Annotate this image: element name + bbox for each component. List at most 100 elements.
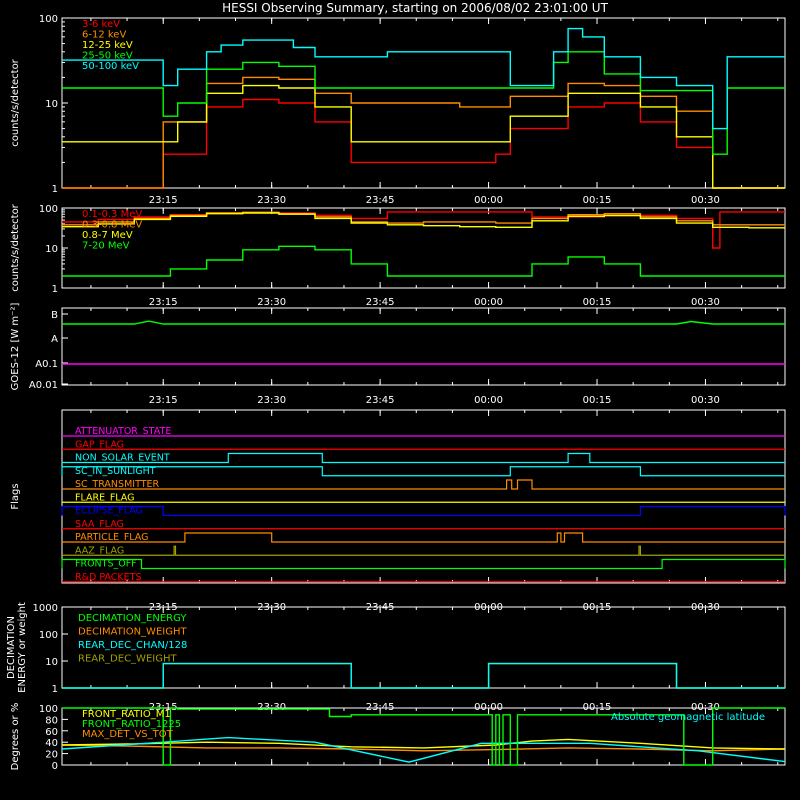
legend-entry: 12-25 keV	[82, 40, 133, 51]
y-axis-label: Flags	[10, 483, 21, 509]
x-tick-label: 23:30	[257, 395, 286, 406]
x-tick-label: 00:30	[691, 297, 720, 308]
legend-entry: FRONT_RATIO_M1	[82, 709, 171, 720]
flag-label: ECLIPSE_FLAG	[75, 506, 143, 517]
x-tick-label: 00:00	[474, 195, 503, 206]
flag-label: FLARE_FLAG	[75, 492, 135, 503]
flag-line	[62, 532, 785, 543]
legend-entry: MAX_DET_VS_TOT	[82, 729, 174, 740]
y-tick-label: 10	[45, 99, 58, 110]
goes-panel: 23:15 23:30 23:45 00:00 00:15 00:30 B A A0.1 A0.0…	[10, 303, 786, 406]
x-tick-label: 00:00	[474, 297, 503, 308]
flag-line	[61, 466, 785, 477]
flag-line	[62, 452, 785, 464]
flag-label: AAZ_FLAG	[75, 545, 124, 556]
y-tick-label: 1	[52, 284, 58, 295]
y-tick-label: 100	[39, 204, 58, 215]
legend-entry: 6-12 keV	[82, 30, 126, 41]
x-tick-label: 23:30	[257, 297, 286, 308]
flag-line	[62, 479, 785, 490]
x-tick-label: 23:15	[149, 395, 178, 406]
x-tick-label: 00:15	[583, 395, 612, 406]
y-tick-label: 0	[52, 761, 58, 772]
series-line	[62, 51, 785, 155]
annotation: Absolute geomagnetic latitude	[611, 712, 765, 723]
x-tick-label: 00:15	[583, 297, 612, 308]
y-tick-label: A0.1	[35, 359, 58, 370]
y-axis-label: GOES-12 [W m⁻²]	[10, 303, 21, 391]
series-line	[61, 744, 786, 752]
legend-entry: 0.1-0.3 MeV	[82, 209, 142, 220]
y-tick-label: 100	[39, 14, 58, 25]
y-axis-label: Degrees or %	[10, 703, 21, 771]
flag-line	[61, 505, 786, 517]
count-rate-panel-1: 23:15 23:30 23:45 00:00 00:15 00:30 1 10 100 3-6 …	[10, 14, 786, 206]
flag-label: SAA_FLAG	[75, 519, 124, 530]
x-tick-label: 23:45	[366, 195, 395, 206]
flag-label: SC_TRANSMITTER	[75, 479, 160, 490]
legend-entry: FRONT_RATIO_1225	[82, 719, 181, 730]
y-axis-label: counts/s/detector	[10, 58, 21, 146]
x-tick-label: 00:30	[691, 395, 720, 406]
x-tick-label: 00:30	[691, 195, 720, 206]
x-tick-label: 23:15	[149, 195, 178, 206]
legend-entry: REAR_DEC_CHAN/128	[78, 640, 187, 651]
y-axis-label: counts/s/detector	[10, 203, 21, 291]
panel-frame	[61, 707, 786, 766]
series-line	[62, 212, 785, 229]
flag-label: FRONTS_OFF	[75, 559, 137, 570]
flag-label: PARTICLE_FLAG	[75, 532, 148, 543]
y-tick-label: 10	[45, 657, 58, 668]
series-line	[62, 211, 785, 226]
x-tick-label: 23:45	[366, 297, 395, 308]
series-line	[62, 27, 785, 130]
y-tick-label: 1000	[33, 603, 58, 614]
legend-entry: 0.3-0.8 MeV	[82, 220, 142, 231]
legend-entry: 50-100 keV	[82, 61, 139, 72]
series-line	[61, 738, 786, 750]
y-tick-label: 100	[39, 704, 58, 715]
flag-label: ATTENUATOR_STATE	[75, 426, 171, 437]
y-axis-label: ENERGY or weight	[17, 602, 28, 693]
flag-label: R&D PACKETS	[75, 572, 142, 583]
y-tick-label: 80	[45, 715, 58, 726]
panel-frame	[61, 409, 786, 584]
series-line	[62, 76, 785, 189]
series-line	[62, 245, 785, 277]
y-tick-label: 1	[52, 184, 58, 195]
panel-frame	[61, 307, 786, 386]
y-tick-label: A0.01	[29, 380, 58, 391]
y-axis-label: DECIMATION	[6, 616, 17, 679]
legend-entry: 3-6 keV	[82, 19, 120, 30]
y-tick-label: B	[51, 310, 58, 321]
count-rate-panel-2: 23:15 23:30 23:45 00:00 00:15 00:30 1 10 100 0.1-…	[10, 203, 786, 308]
flag-label: GAP_FLAG	[75, 439, 124, 450]
flag-label: NON_SOLAR_EVENT	[75, 453, 170, 464]
flag-line	[62, 545, 785, 556]
figure-title: HESSI Observing Summary, starting on 200…	[222, 1, 608, 15]
flag-line	[61, 558, 786, 570]
series-line	[62, 707, 785, 766]
legend-entry: DECIMATION_ENERGY	[78, 613, 187, 624]
y-tick-label: 40	[45, 738, 58, 749]
legend-entry: 7-20 MeV	[82, 241, 130, 252]
flag-label: SC_IN_SUNLIGHT	[75, 466, 156, 477]
x-tick-label: 00:00	[474, 395, 503, 406]
series-line	[62, 320, 785, 325]
y-tick-label: 20	[45, 750, 58, 761]
series-line	[62, 662, 785, 689]
legend-entry: REAR_DEC_WEIGHT	[78, 654, 177, 665]
x-tick-label: 23:15	[149, 297, 178, 308]
y-tick-label: 1	[52, 684, 58, 695]
x-tick-label: 00:15	[583, 195, 612, 206]
series-line	[62, 84, 785, 189]
legend-entry: DECIMATION_WEIGHT	[78, 627, 187, 638]
x-tick-label: 23:45	[366, 395, 395, 406]
y-tick-label: 60	[45, 727, 58, 738]
legend-entry: 0.8-7 MeV	[82, 230, 133, 241]
y-tick-label: 100	[39, 630, 58, 641]
